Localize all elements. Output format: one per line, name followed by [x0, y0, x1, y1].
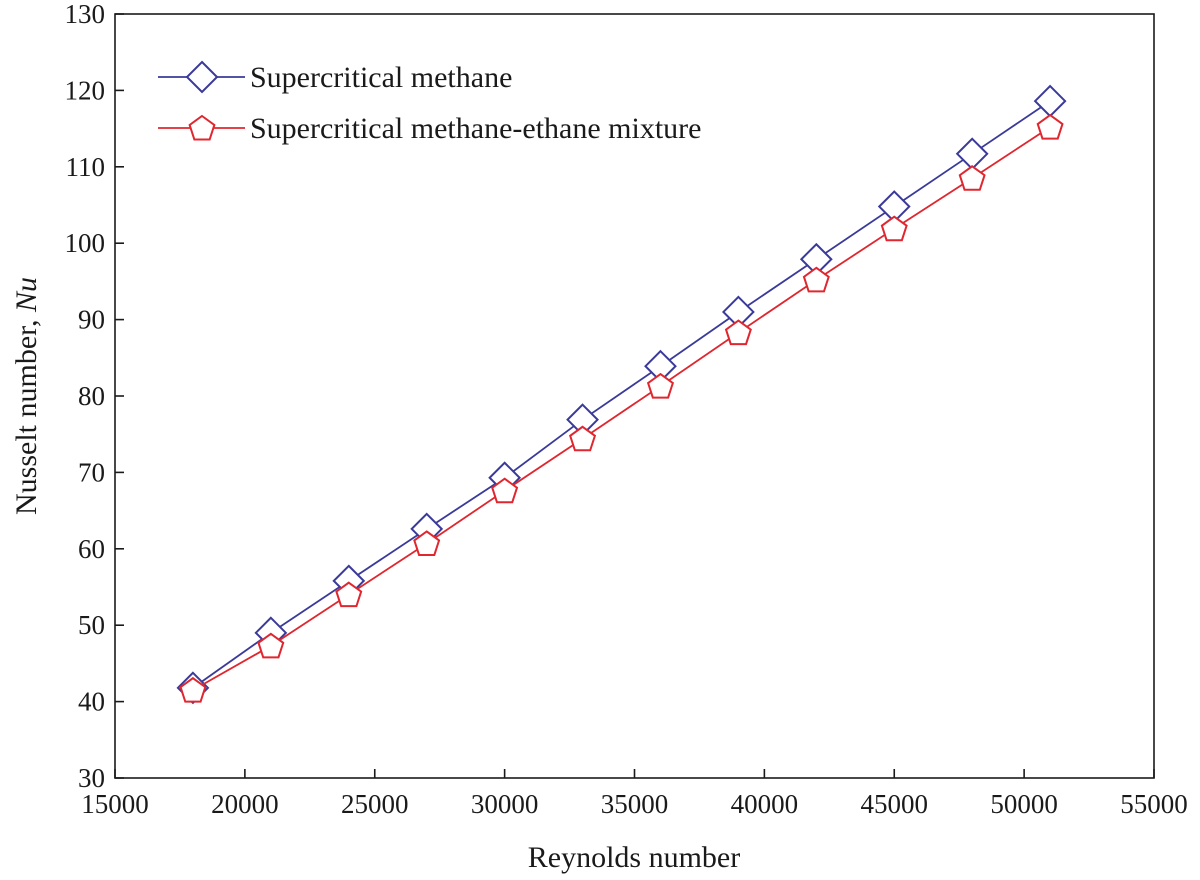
- x-tick-label: 35000: [601, 789, 669, 819]
- legend-item: Supercritical methane-ethane mixture: [158, 112, 701, 145]
- data-point: [413, 530, 441, 556]
- series-line: [192, 126, 1051, 691]
- data-point: [1036, 113, 1064, 140]
- x-tick-label: 15000: [81, 789, 149, 819]
- legend-marker: [185, 60, 219, 94]
- x-tick-label: 25000: [341, 789, 409, 819]
- y-axis-title-prefix: Nusselt number,: [10, 312, 43, 515]
- data-point: [257, 632, 285, 659]
- y-tick-label: 30: [78, 763, 105, 793]
- legend-label: Supercritical methane: [250, 61, 512, 94]
- data-point: [1033, 84, 1067, 118]
- legend-item: Supercritical methane: [158, 60, 512, 94]
- legend-label: Supercritical methane-ethane mixture: [250, 112, 701, 145]
- x-tick-label: 20000: [211, 789, 279, 819]
- x-tick-label: 45000: [861, 789, 929, 819]
- y-tick-label: 60: [78, 534, 105, 564]
- legend: Supercritical methane Supercritical metha…: [158, 60, 701, 145]
- data-point: [335, 581, 363, 608]
- y-tick-label: 70: [78, 457, 105, 487]
- x-tick-label: 30000: [471, 789, 539, 819]
- series-layer: [176, 84, 1067, 705]
- data-point: [880, 215, 908, 242]
- series-1: [176, 84, 1067, 705]
- y-tick-label: 90: [78, 305, 105, 335]
- legend-marker: [188, 114, 216, 141]
- y-tick-label: 40: [78, 687, 105, 717]
- x-tick-label: 40000: [731, 789, 799, 819]
- data-point: [491, 477, 519, 504]
- data-point: [802, 266, 830, 293]
- data-point: [569, 425, 597, 452]
- y-axis-title: Nusselt number, Nu: [10, 277, 43, 515]
- y-axis: 30 40 50 60 70 80 90 100 110 120 130: [65, 0, 124, 793]
- y-tick-label: 80: [78, 381, 105, 411]
- y-tick-label: 110: [66, 152, 106, 182]
- series-2: [179, 113, 1064, 703]
- data-point: [958, 165, 986, 191]
- y-tick-label: 130: [65, 0, 106, 29]
- y-tick-label: 100: [65, 228, 106, 258]
- series-line: [192, 100, 1051, 689]
- x-axis: 15000 20000 25000 30000 35000 40000 45000 50000…: [81, 769, 1188, 819]
- x-axis-title: Reynolds number: [528, 841, 740, 874]
- data-point: [646, 372, 675, 399]
- x-tick-label: 50000: [990, 789, 1058, 819]
- y-tick-label: 50: [78, 610, 105, 640]
- y-axis-title-symbol: Nu: [10, 277, 43, 313]
- data-point: [179, 676, 207, 703]
- data-point: [724, 319, 752, 346]
- data-point: [955, 137, 989, 171]
- x-tick-label: 55000: [1120, 789, 1188, 819]
- y-tick-label: 120: [65, 75, 106, 105]
